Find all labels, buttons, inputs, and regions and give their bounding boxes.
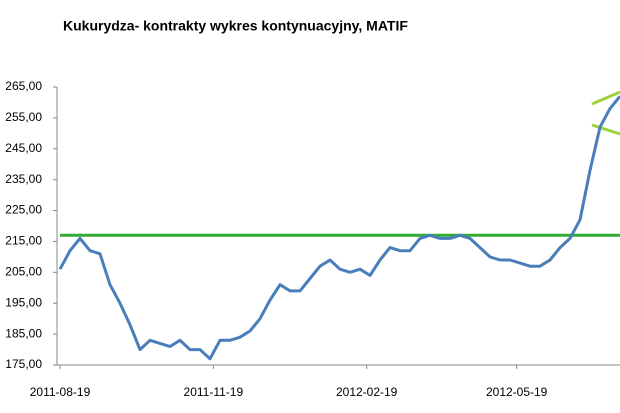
chart-title: Kukurydza- kontrakty wykres kontynuacyjn… (63, 18, 408, 34)
y-tick-label: 255,00 (5, 110, 42, 124)
x-tick-label: 2012-02-19 (336, 385, 398, 399)
data-line (58, 95, 620, 361)
trend-marker (591, 123, 620, 136)
y-tick-label: 205,00 (5, 265, 42, 279)
y-tick-label: 195,00 (5, 295, 42, 309)
y-tick-label: 245,00 (5, 141, 42, 155)
y-tick-label: 225,00 (5, 203, 42, 217)
x-tick-label: 2011-08-19 (30, 385, 91, 399)
y-tick-label: 215,00 (5, 234, 42, 248)
x-tick-label: 2012-05-19 (486, 385, 548, 399)
y-tick-label: 235,00 (5, 172, 42, 186)
y-tick-label: 185,00 (5, 326, 42, 340)
trend-marker (591, 90, 620, 106)
x-tick-label: 2011-11-19 (184, 385, 244, 399)
y-tick-label: 265,00 (5, 79, 42, 93)
y-tick-label: 175,00 (5, 357, 42, 371)
